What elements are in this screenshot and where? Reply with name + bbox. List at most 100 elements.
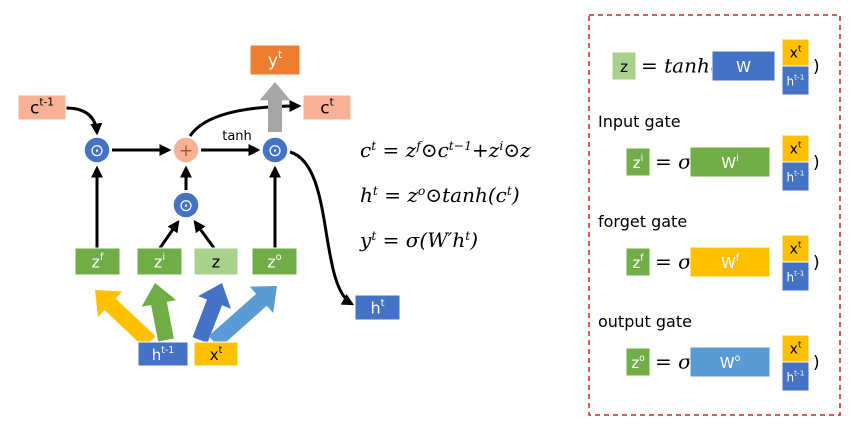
label-sup: o <box>735 352 741 363</box>
operator-circle <box>172 191 200 219</box>
gate-title: output gate <box>598 312 692 331</box>
input-box <box>781 65 810 96</box>
gate-close: ) <box>813 57 820 77</box>
label-sup: t <box>371 228 376 243</box>
label: zi​ <box>154 252 165 271</box>
label: ct​ <box>320 97 334 119</box>
label-base: h <box>152 346 162 364</box>
label-sup: i <box>162 252 165 263</box>
text-part: ⊙tanh( <box>425 183 496 207</box>
label-sup: i <box>641 152 644 163</box>
text-part: = σ(W′ <box>376 228 452 252</box>
equation: ct​ = zf​⊙ct−1​+zi​⊙z <box>360 138 531 162</box>
label-sup: o <box>639 352 645 363</box>
gate-box <box>611 51 637 81</box>
label: Wo​ <box>720 352 741 371</box>
tanh-label: tanh <box>222 129 252 144</box>
label-sup: t <box>371 138 376 153</box>
label-sup: t <box>373 183 378 198</box>
gate-close: ) <box>813 353 820 373</box>
label-base: h <box>370 298 380 317</box>
label-base: h <box>360 183 373 207</box>
label-base: z <box>620 58 628 76</box>
label-base: z <box>632 254 640 272</box>
gate-close: ) <box>813 153 820 173</box>
big-arrow <box>192 283 231 343</box>
label: xt​ <box>790 140 802 157</box>
label-sup: i <box>499 138 503 153</box>
label-base: z <box>154 252 162 271</box>
label-sup: t <box>507 183 512 198</box>
label-base: x <box>790 46 798 62</box>
label-sup: o <box>276 252 282 263</box>
label-sup: f <box>100 252 104 263</box>
node-box <box>74 247 121 276</box>
label-base: z <box>631 354 639 372</box>
label-sup: t <box>381 298 385 309</box>
panel-border <box>588 14 841 416</box>
label: z <box>212 252 220 271</box>
operator-symbol: ⊙ <box>90 141 104 161</box>
label-base: h <box>787 170 795 184</box>
text-part: ) <box>469 228 478 252</box>
label-base: h <box>787 74 795 88</box>
label-base: W <box>720 354 735 372</box>
label-sup: t <box>465 228 470 243</box>
label: Wf​ <box>721 252 740 271</box>
label-sup: t-1 <box>794 168 805 177</box>
label-base: W <box>736 58 751 76</box>
label-sup: t <box>330 97 334 109</box>
label-base: z <box>405 138 417 162</box>
label: xt​ <box>790 240 802 257</box>
label-base: c <box>360 138 371 162</box>
text-part: + <box>472 138 489 162</box>
text-part: = <box>378 183 407 207</box>
node-box <box>136 247 183 276</box>
node-box <box>193 247 239 276</box>
label-sup: f <box>736 252 740 263</box>
operator-circle <box>261 136 289 164</box>
label-base: x <box>790 142 798 158</box>
big-arrow <box>95 290 156 348</box>
label-base: x <box>790 242 798 258</box>
input-box <box>781 38 810 67</box>
label: ht-1​ <box>787 268 805 284</box>
gate-box <box>625 247 651 277</box>
label-sup: t <box>798 340 802 350</box>
label-base: h <box>787 270 795 284</box>
label-base: W <box>721 254 736 272</box>
big-arrow <box>141 283 177 342</box>
node-box <box>302 94 352 121</box>
label-sup: f <box>640 252 644 263</box>
label: zo​ <box>631 352 645 371</box>
node-box <box>354 294 401 321</box>
gate-title: forget gate <box>598 212 687 231</box>
node-box <box>251 247 298 276</box>
label: z <box>620 58 628 76</box>
weight-box <box>689 346 771 378</box>
label-base: c <box>30 99 39 119</box>
node-box <box>193 341 239 367</box>
operator-circle <box>83 136 111 164</box>
label-sup: t <box>798 44 802 54</box>
equation: yt​ = σ(W′ht​) <box>359 228 478 252</box>
equation: ht​ = zo​⊙tanh(ct​) <box>360 183 520 207</box>
label-base: W <box>721 154 736 172</box>
gate-box <box>625 147 651 177</box>
gate-open: = tanh( <box>641 54 719 78</box>
input-box <box>781 361 810 392</box>
label: zi​ <box>633 152 643 171</box>
label-base: c <box>496 183 507 207</box>
big-arrow <box>208 286 277 348</box>
label: yt​ <box>268 49 282 71</box>
gate-title: Input gate <box>598 112 681 131</box>
label-base: x <box>790 342 798 358</box>
label: ht-1​ <box>787 72 805 88</box>
label: Wi​ <box>721 152 738 171</box>
label-sup: i <box>736 152 739 163</box>
label: ht-1​ <box>787 368 805 384</box>
label: xt​ <box>210 344 223 363</box>
weight-box <box>689 146 771 178</box>
label-base: h <box>787 370 795 384</box>
label: ht-1​ <box>787 168 805 184</box>
